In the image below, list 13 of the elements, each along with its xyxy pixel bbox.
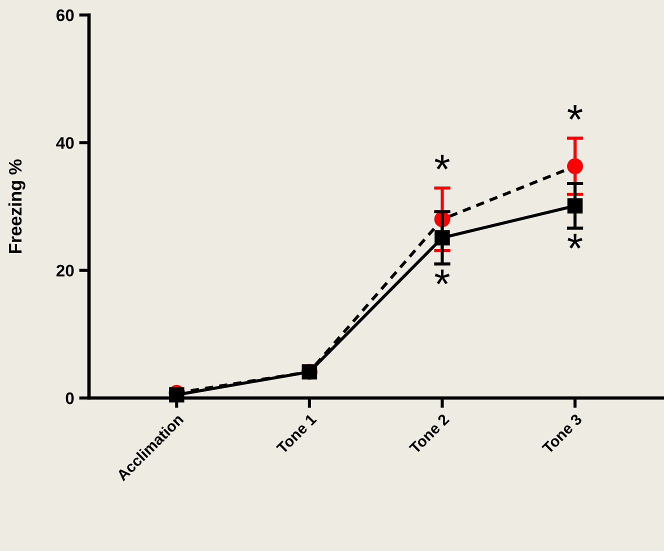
y-tick-label: 40	[56, 137, 74, 149]
annotation: *	[568, 234, 582, 249]
annotation: *	[568, 105, 582, 120]
annotation: *	[434, 154, 450, 170]
point	[434, 230, 450, 246]
y-tick-label: 0	[66, 392, 74, 404]
point	[169, 387, 184, 402]
point	[567, 158, 584, 174]
y-tick-label: 60	[56, 9, 74, 22]
y-axis-title: Freezing %	[8, 159, 26, 253]
point	[567, 198, 583, 214]
annotation: *	[434, 270, 450, 284]
y-tick-label: 20	[56, 264, 74, 277]
